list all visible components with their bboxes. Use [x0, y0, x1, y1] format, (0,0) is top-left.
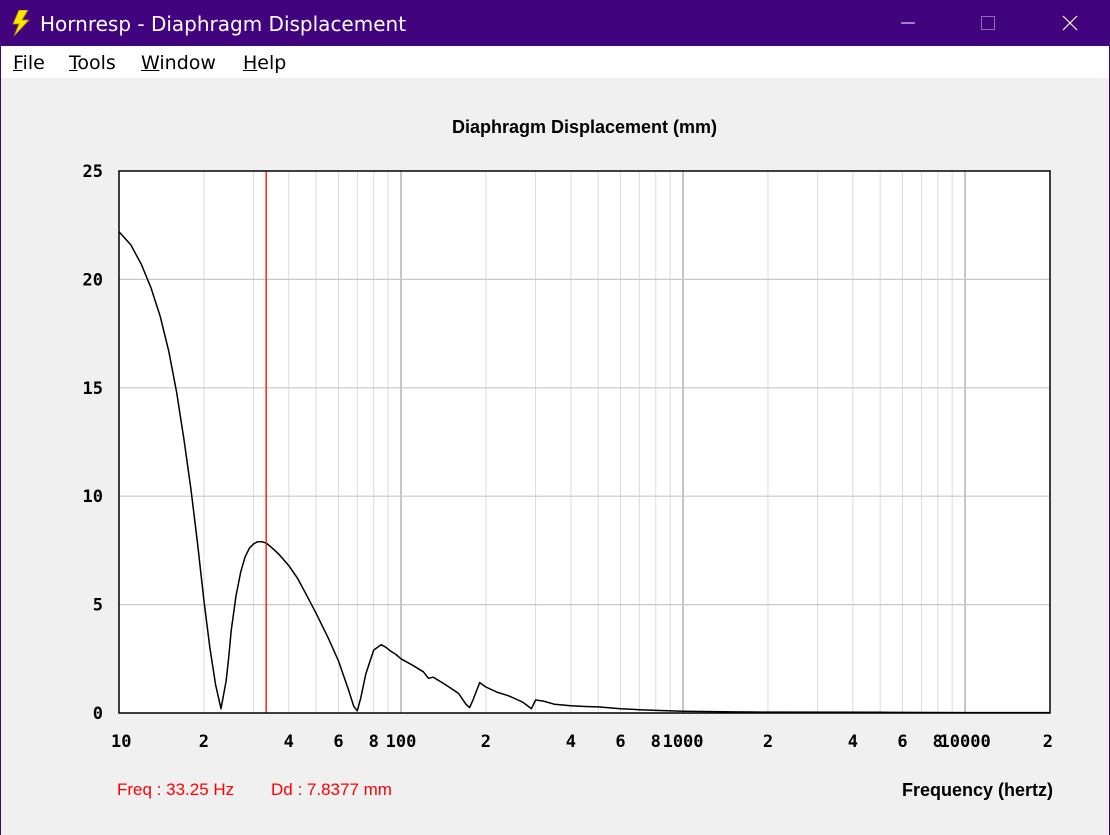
- freq-readout: Freq : 33.25 Hz: [117, 780, 235, 799]
- x-tick-label: 2: [1043, 732, 1053, 752]
- x-tick-label: 6: [615, 732, 625, 752]
- x-tick-label: 8: [651, 732, 661, 752]
- x-tick-label: 2: [481, 732, 491, 752]
- x-tick-label: 4: [566, 732, 576, 752]
- plot-frame: [118, 170, 1051, 714]
- menu-window[interactable]: Window: [141, 52, 216, 74]
- window-title: Hornresp - Diaphragm Displacement: [40, 12, 407, 36]
- displacement-series-line: [118, 231, 1050, 714]
- window-border-left: [0, 46, 1, 835]
- menu-tools[interactable]: Tools: [69, 52, 116, 74]
- x-axis-label: Frequency (hertz): [901, 780, 1053, 800]
- close-icon: [1062, 15, 1078, 31]
- x-tick-label: 100: [386, 732, 417, 752]
- x-tick-label: 4: [848, 732, 858, 752]
- y-tick-label: 25: [83, 162, 103, 182]
- y-tick-label: 5: [93, 596, 103, 616]
- y-tick-label: 20: [83, 270, 103, 290]
- maximize-button[interactable]: [948, 0, 1028, 46]
- x-tick-label: 6: [897, 732, 907, 752]
- y-tick-label: 0: [93, 704, 103, 724]
- menu-bar: File Tools Window Help: [0, 46, 1110, 78]
- close-button[interactable]: [1030, 0, 1110, 46]
- maximize-icon: [981, 16, 995, 30]
- x-tick-label: 10000: [940, 732, 991, 752]
- x-tick-label: 8: [369, 732, 379, 752]
- menu-help[interactable]: Help: [243, 52, 287, 74]
- minimize-button[interactable]: [868, 0, 948, 46]
- dd-readout: Dd : 7.8377 mm: [271, 780, 392, 799]
- x-tick-label: 10: [111, 732, 131, 752]
- lightning-bolt-icon: [12, 10, 30, 36]
- x-tick-label: 2: [199, 732, 209, 752]
- y-tick-label: 15: [83, 379, 103, 399]
- x-tick-label: 4: [284, 732, 294, 752]
- plot-area: [119, 171, 1050, 713]
- minimize-icon: [901, 22, 915, 24]
- x-tick-label: 2: [763, 732, 773, 752]
- chart-title: Diaphragm Displacement (mm): [452, 117, 717, 137]
- title-bar: Hornresp - Diaphragm Displacement: [0, 0, 1110, 46]
- y-tick-label: 10: [83, 487, 103, 507]
- x-tick-label: 1000: [663, 732, 704, 752]
- x-tick-label: 6: [333, 732, 343, 752]
- x-tick-label: 8: [933, 732, 943, 752]
- displacement-chart: Diaphragm Displacement (mm) 0 5 10 15 20 25 10 2…: [83, 117, 1053, 752]
- menu-file[interactable]: File: [13, 52, 45, 74]
